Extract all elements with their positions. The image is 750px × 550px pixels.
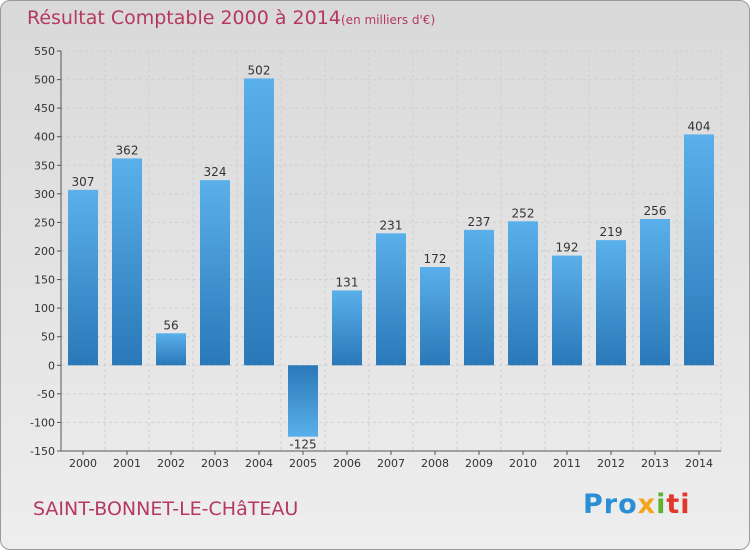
y-tick-label: 350 [34, 159, 55, 172]
bar-2009 [464, 229, 494, 366]
bar-2001 [112, 158, 142, 366]
chart-title: Résultat Comptable 2000 à 2014 [27, 7, 341, 29]
data-label-2001: 362 [116, 143, 139, 157]
y-tick-label: 450 [34, 102, 55, 115]
data-label-2010: 252 [512, 206, 535, 220]
y-tick-label: 400 [34, 131, 55, 144]
y-tick-label: 250 [34, 216, 55, 229]
x-tick-label-2007: 2007 [377, 457, 405, 470]
bar-2010 [508, 221, 538, 366]
bar-2002 [156, 333, 186, 366]
x-tick-label-2002: 2002 [157, 457, 185, 470]
data-label-2011: 192 [556, 241, 579, 255]
bars [68, 78, 714, 437]
y-tick-label: -50 [37, 388, 55, 401]
y-tick-label: 200 [34, 245, 55, 258]
labels: 307 362 56 324 502 -125 131 231 172 237 252 192 219 2… [72, 63, 711, 451]
bar-2012 [596, 240, 626, 366]
bar-2007 [376, 233, 406, 366]
y-tick-label: 550 [34, 45, 55, 58]
bar-2003 [200, 180, 230, 366]
data-label-2002: 56 [163, 318, 178, 332]
bar-2011 [552, 255, 582, 366]
data-label-2014: 404 [688, 119, 711, 133]
y-tick-label: 100 [34, 302, 55, 315]
axes: -150 -100 -50 0 50 100 150 200 250 300 350 400 450 50… [30, 45, 721, 470]
logo-part-4: ti [666, 489, 691, 520]
x-tick-label-2003: 2003 [201, 457, 229, 470]
data-label-2013: 256 [644, 204, 667, 218]
x-tick-label-2005: 2005 [289, 457, 317, 470]
x-tick-label-2010: 2010 [509, 457, 537, 470]
data-label-2009: 237 [468, 215, 491, 229]
data-label-2006: 131 [336, 275, 359, 289]
x-tick-label-2013: 2013 [641, 457, 669, 470]
x-tick-label-2014: 2014 [685, 457, 713, 470]
y-tick-label: 300 [34, 188, 55, 201]
grid-lines [60, 50, 722, 452]
data-label-2003: 324 [204, 165, 227, 179]
x-tick-label-2011: 2011 [553, 457, 581, 470]
y-tick-label: -150 [30, 445, 55, 458]
x-tick-label-2009: 2009 [465, 457, 493, 470]
y-tick-label: 50 [41, 331, 55, 344]
bar-2013 [640, 219, 670, 366]
y-tick-label: 500 [34, 74, 55, 87]
y-tick-label: 150 [34, 274, 55, 287]
bar-2005 [288, 365, 318, 437]
x-tick-label-2006: 2006 [333, 457, 361, 470]
data-label-2004: 502 [248, 63, 271, 77]
data-label-2012: 219 [600, 225, 623, 239]
x-tick-label-2004: 2004 [245, 457, 273, 470]
logo-part-1: Pro [583, 489, 638, 520]
bar-2000 [68, 189, 98, 366]
chart-subtitle: (en milliers d'€) [341, 13, 436, 27]
bar-2004 [244, 78, 274, 366]
x-tick-label-2001: 2001 [113, 457, 141, 470]
bar-2014 [684, 134, 714, 366]
logo-part-3: i [656, 489, 667, 520]
x-tick-label-2000: 2000 [69, 457, 97, 470]
town-name: SAINT-BONNET-LE-CHâTEAU [33, 498, 299, 520]
logo-part-2: x [637, 489, 657, 520]
data-label-2000: 307 [72, 175, 95, 189]
data-label-2008: 172 [424, 252, 447, 266]
bar-2008 [420, 267, 450, 366]
y-tick-label: 0 [48, 359, 55, 372]
y-tick-label: -100 [30, 416, 55, 429]
bar-2006 [332, 290, 362, 366]
data-label-2005: -125 [289, 438, 316, 452]
proxiti-logo: Proxiti [583, 489, 691, 520]
x-tick-label-2008: 2008 [421, 457, 449, 470]
data-label-2007: 231 [380, 218, 403, 232]
x-tick-label-2012: 2012 [597, 457, 625, 470]
